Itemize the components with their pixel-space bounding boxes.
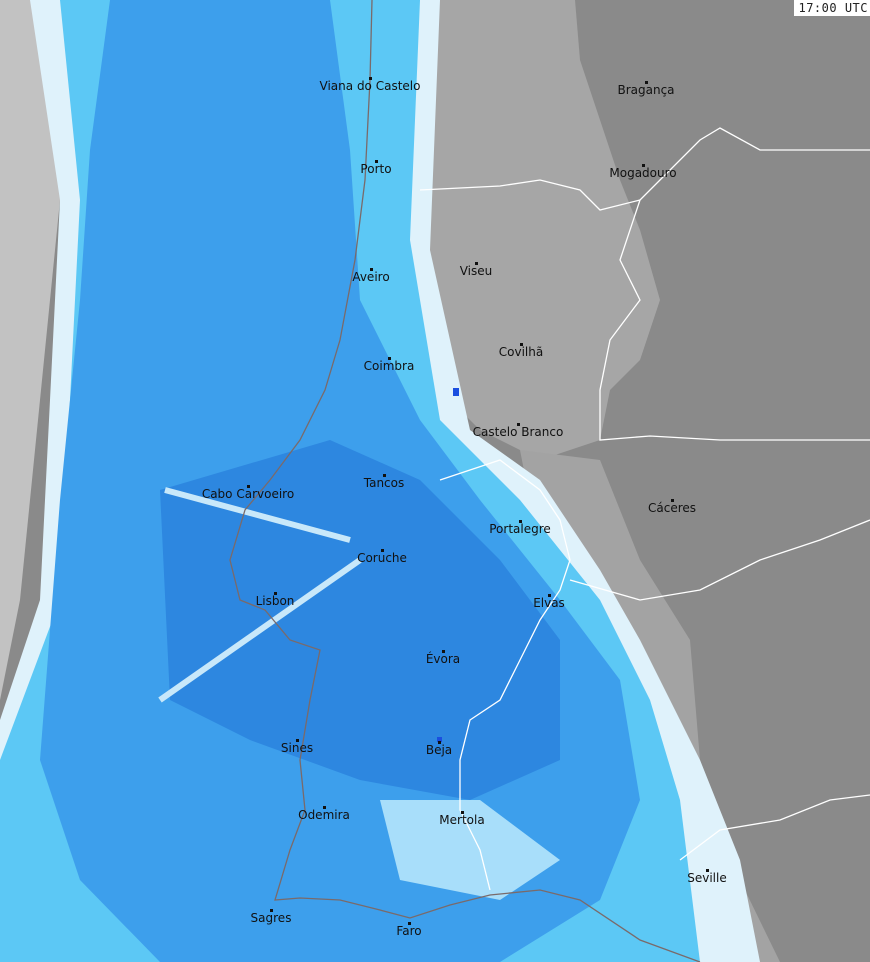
sea-clutter <box>0 0 120 700</box>
city-label: Lisbon <box>255 594 295 608</box>
city-marker-dot <box>519 520 522 523</box>
border-line <box>679 794 870 861</box>
city-label: Viana do Castelo <box>319 79 421 93</box>
city-label: Cabo Carvoeiro <box>201 487 295 501</box>
city-label: Coimbra <box>363 359 415 373</box>
city-marker-dot <box>475 262 478 265</box>
radar-light-patch-south <box>380 800 560 900</box>
city-label: Tancos <box>363 476 405 490</box>
city-label: Coruche <box>357 551 407 565</box>
city-label: Porto <box>360 162 392 176</box>
city-marker-dot <box>517 423 520 426</box>
city-label: Sagres <box>250 911 292 925</box>
city-marker-dot <box>706 869 709 872</box>
border-line <box>569 519 870 601</box>
city-label: Mogadouro <box>609 166 677 180</box>
city-label: Seville <box>687 871 727 885</box>
city-marker-dot <box>671 499 674 502</box>
city-marker-dot <box>274 592 277 595</box>
city-label: Odemira <box>298 808 350 822</box>
city-label: Castelo Branco <box>472 425 564 439</box>
city-marker-dot <box>461 811 464 814</box>
city-label: Évora <box>425 652 461 666</box>
city-marker-dot <box>388 357 391 360</box>
city-marker-dot <box>642 164 645 167</box>
city-marker-dot <box>370 268 373 271</box>
radar-beam-gap <box>158 487 362 703</box>
city-marker-dot <box>323 806 326 809</box>
city-label: Portalegre <box>489 522 551 536</box>
radar-peak-cell <box>453 388 459 396</box>
city-label: Viseu <box>459 264 493 278</box>
city-label: Covilhã <box>498 345 544 359</box>
radar-peak-cell <box>437 737 442 742</box>
city-label: Cáceres <box>647 501 697 515</box>
land-clutter <box>420 0 660 460</box>
city-marker-dot <box>408 922 411 925</box>
city-marker-dot <box>442 650 445 653</box>
coastline <box>229 0 701 962</box>
city-marker-dot <box>645 81 648 84</box>
city-label: Beja <box>425 743 453 757</box>
city-marker-dot <box>520 343 523 346</box>
border-line <box>599 199 870 441</box>
radar-strong-area <box>160 440 560 800</box>
city-label: Elvas <box>533 596 565 610</box>
city-label: Bragança <box>617 83 675 97</box>
timestamp-label: 17:00 UTC <box>794 0 870 16</box>
city-marker-dot <box>438 741 441 744</box>
city-marker-dot <box>381 549 384 552</box>
city-marker-dot <box>548 594 551 597</box>
city-marker-dot <box>296 739 299 742</box>
city-marker-dot <box>375 160 378 163</box>
city-label: Mertola <box>439 813 485 827</box>
city-label: Faro <box>396 924 422 938</box>
city-label: Sines <box>280 741 314 755</box>
city-marker-dot <box>270 909 273 912</box>
border-line <box>439 459 571 891</box>
city-marker-dot <box>369 77 372 80</box>
city-marker-dot <box>383 474 386 477</box>
city-marker-dot <box>247 485 250 488</box>
city-label: Aveiro <box>352 270 390 284</box>
